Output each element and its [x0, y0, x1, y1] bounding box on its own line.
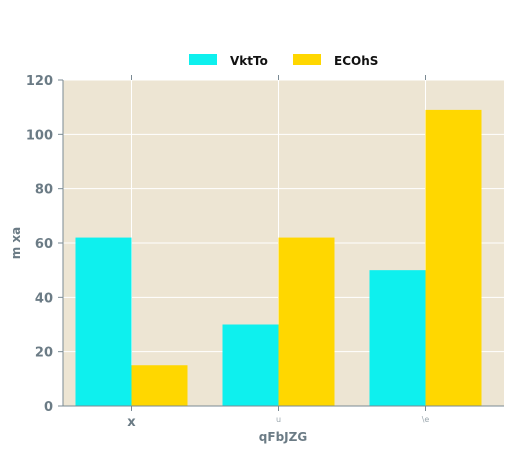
legend-label-VktTo: VktTo	[230, 54, 268, 68]
axes: 0 20 40 60 80 100 120 x u \e	[26, 74, 504, 430]
y-tick-label: 40	[35, 291, 53, 306]
bar-VktTo-1	[222, 324, 279, 406]
y-tick-label: 60	[35, 237, 53, 252]
y-tick-label: 0	[44, 400, 53, 415]
x-tick-label: \e	[422, 415, 430, 424]
legend-swatch-ECOhS	[293, 54, 321, 65]
bar-ECOhS-2	[425, 109, 482, 406]
legend: VktTo ECOhS	[189, 54, 378, 68]
bar-ECOhS-1	[278, 237, 335, 406]
legend-swatch-VktTo	[189, 54, 217, 65]
bar-ECOhS-0	[131, 365, 188, 406]
legend-label-ECOhS: ECOhS	[334, 54, 378, 68]
y-tick-label: 20	[35, 346, 53, 361]
y-tick-label: 100	[26, 128, 53, 143]
y-tick-label: 120	[26, 74, 53, 89]
y-tick-label: 80	[35, 183, 53, 198]
x-axis-title: qFbJZG	[259, 430, 307, 444]
x-tick-label: u	[276, 415, 281, 424]
bars	[75, 109, 482, 406]
bar-VktTo-2	[369, 270, 426, 406]
y-axis-title: m xa	[9, 227, 23, 260]
x-tick-label: x	[127, 415, 136, 430]
bar-VktTo-0	[75, 237, 132, 406]
